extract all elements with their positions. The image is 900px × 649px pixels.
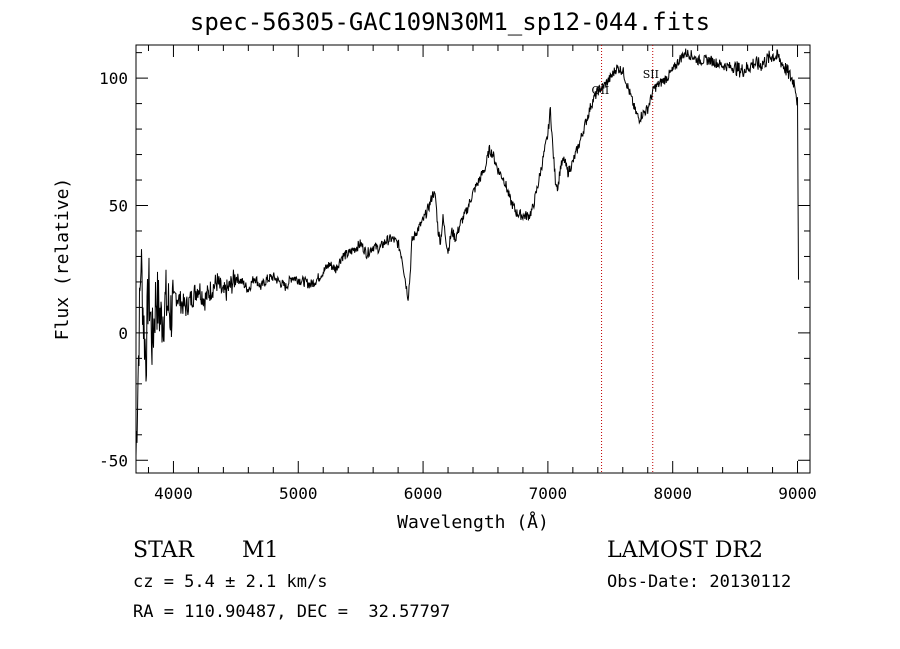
x-axis-label: Wavelength (Å) [397,511,549,533]
x-tick-label: 7000 [529,484,568,503]
marker-label-sii: SII [643,68,659,81]
y-tick-label: 50 [109,197,128,216]
plot-frame [135,44,811,474]
redshift-cz: cz = 5.4 ± 2.1 km/s [133,572,328,592]
y-axis-label: Flux (relative) [52,178,73,341]
observation-date: Obs-Date: 20130112 [607,572,792,592]
x-tick-label: 8000 [653,484,692,503]
survey-name: LAMOST DR2 [607,538,763,563]
ra-dec-coordinates: RA = 110.90487, DEC = 32.57797 [133,602,451,622]
chart-title: spec-56305-GAC109N30M1_sp12-044.fits [189,8,711,36]
x-tick-label: 9000 [778,484,817,503]
object-subclass: M1 [242,538,279,563]
y-tick-label: -50 [99,451,128,470]
y-tick-label: 0 [118,324,128,343]
x-tick-label: 5000 [279,484,318,503]
y-tick-label: 100 [99,69,128,88]
x-tick-label: 6000 [404,484,443,503]
x-tick-label: 4000 [154,484,193,503]
spectrum-series-layer [135,48,799,456]
axes-layer: 4000 5000 6000 7000 8000 9000 -50 0 50 100 [99,45,817,503]
object-type: STAR [133,538,194,563]
spectrum-line [135,48,799,456]
